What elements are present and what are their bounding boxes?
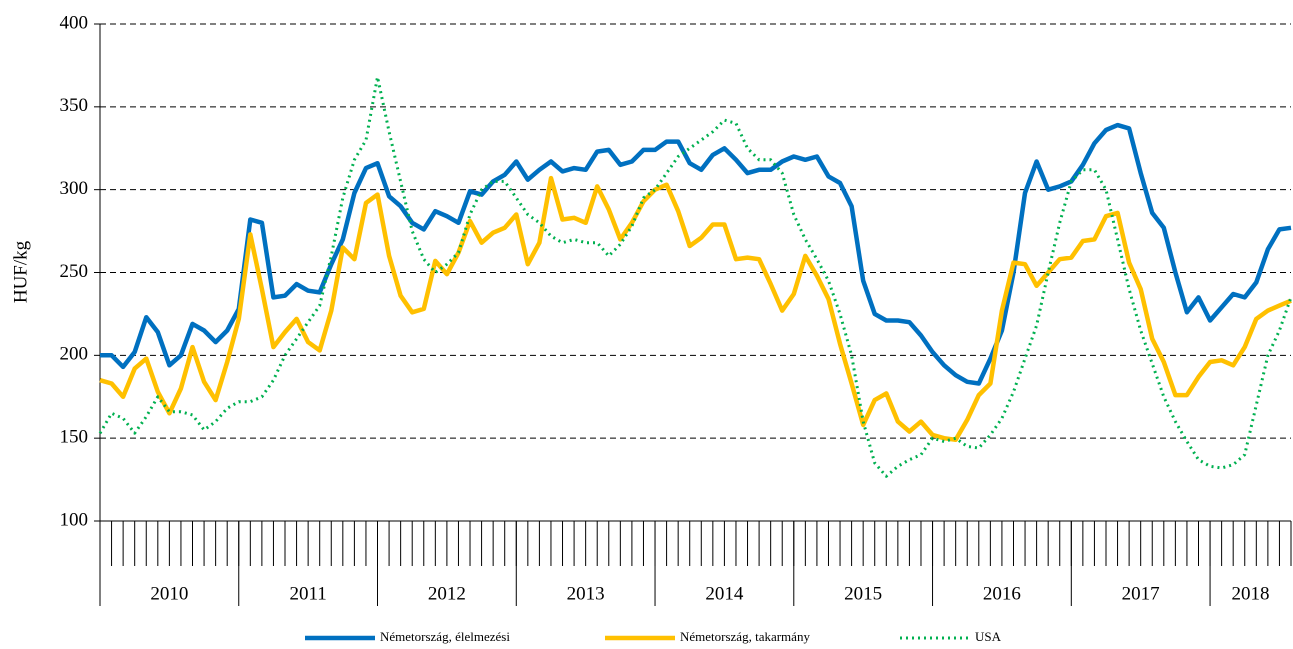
- x-tick-label: 2010: [150, 583, 188, 604]
- series-line: [99, 175, 1292, 443]
- x-tick-label: 2017: [1122, 583, 1160, 604]
- x-tick-label: 2012: [428, 583, 466, 604]
- y-axis-label: HUF/kg: [10, 240, 31, 303]
- x-tick-label: 2011: [289, 583, 326, 604]
- y-tick-label: 300: [60, 178, 89, 199]
- y-tick-label: 350: [60, 95, 89, 116]
- x-tick-label: 2018: [1232, 583, 1270, 604]
- y-tick-label: 400: [60, 12, 89, 33]
- y-tick-label: 100: [60, 509, 89, 530]
- legend-label: Németország, élelmezési: [380, 629, 510, 644]
- x-tick-label: 2016: [983, 583, 1021, 604]
- y-tick-label: 200: [60, 344, 89, 365]
- x-tick-label: 2013: [567, 583, 605, 604]
- x-tick-label: 2014: [705, 583, 744, 604]
- x-tick-label: 2015: [844, 583, 882, 604]
- series-line: [100, 122, 1292, 386]
- y-tick-label: 150: [60, 427, 89, 448]
- legend-label: USA: [975, 629, 1002, 644]
- series-line: [98, 75, 1293, 478]
- y-tick-label: 250: [60, 261, 89, 282]
- legend-label: Németország, takarmány: [680, 629, 810, 644]
